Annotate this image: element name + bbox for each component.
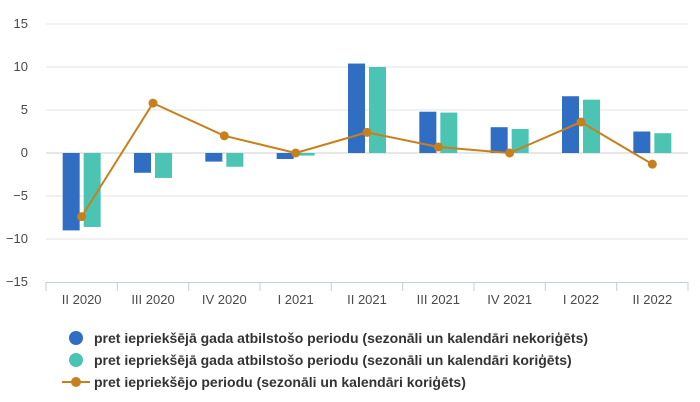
bar [297, 153, 315, 156]
legend: pret iepriekšējā gada atbilstošo periodu… [62, 327, 588, 393]
bar [62, 153, 80, 231]
legend-label-series-2: pret iepriekšējā gada atbilstošo periodu… [94, 351, 572, 368]
x-tick-label: II 2020 [62, 292, 102, 307]
line-point [219, 131, 229, 141]
bars [62, 63, 672, 231]
bar [155, 153, 172, 178]
x-tick-label: I 2022 [563, 292, 599, 307]
x-tick-label: III 2021 [417, 292, 460, 307]
legend-item-series-1[interactable]: pret iepriekšējā gada atbilstošo periodu… [62, 327, 588, 348]
legend-marker-series-3 [62, 374, 92, 390]
x-tick-label: II 2022 [632, 292, 672, 307]
bar [654, 133, 672, 153]
legend-label-series-3: pret iepriekšējo periodu (sezonāli un ka… [94, 373, 466, 390]
bar [348, 63, 365, 154]
y-axis-ticks: 15 10 5 0 −5 −10 −15 [6, 16, 28, 289]
chart: 15 10 5 0 −5 −10 −15 II 2020 III 2020 IV 2020 I 2… [6, 16, 689, 307]
y-tick-label: −10 [6, 231, 28, 246]
y-tick-label: 0 [21, 145, 28, 160]
bar [490, 127, 508, 153]
x-tick-label: IV 2021 [487, 292, 532, 307]
bar [562, 96, 579, 153]
bar [226, 153, 244, 167]
y-tick-label: 5 [21, 102, 28, 117]
x-tick-label: II 2021 [347, 292, 387, 307]
bar [134, 153, 151, 173]
line-point [433, 142, 443, 152]
line-series [77, 98, 657, 222]
x-axis: II 2020 III 2020 IV 2020 I 2021 II 2021 III 2… [45, 282, 689, 307]
y-tick-label: −5 [13, 188, 28, 203]
bar [369, 67, 386, 153]
bar [205, 153, 223, 162]
y-tick-label: −15 [6, 274, 28, 289]
legend-label-series-1: pret iepriekšējā gada atbilstošo periodu… [94, 329, 589, 346]
y-tick-label: 15 [14, 16, 28, 31]
line-point [647, 159, 657, 169]
gridlines [46, 23, 688, 240]
legend-marker-series-2 [62, 352, 92, 368]
x-tick-label: III 2020 [131, 292, 174, 307]
bar [633, 131, 651, 153]
x-tick-label: IV 2020 [202, 292, 247, 307]
bar [440, 112, 458, 153]
line-point [362, 127, 372, 137]
legend-item-series-3[interactable]: pret iepriekšējo periodu (sezonāli un ka… [62, 371, 588, 392]
line-point [148, 98, 158, 108]
bar [583, 99, 600, 153]
x-tick-label: I 2021 [278, 292, 314, 307]
line-point [576, 117, 586, 127]
line-point [77, 212, 87, 222]
line-point [291, 148, 301, 158]
line-point [505, 148, 515, 158]
legend-item-series-2[interactable]: pret iepriekšējā gada atbilstošo periodu… [62, 349, 588, 370]
bar [419, 111, 437, 153]
bar [276, 153, 294, 160]
y-tick-label: 10 [14, 59, 28, 74]
legend-marker-series-1 [62, 330, 92, 346]
